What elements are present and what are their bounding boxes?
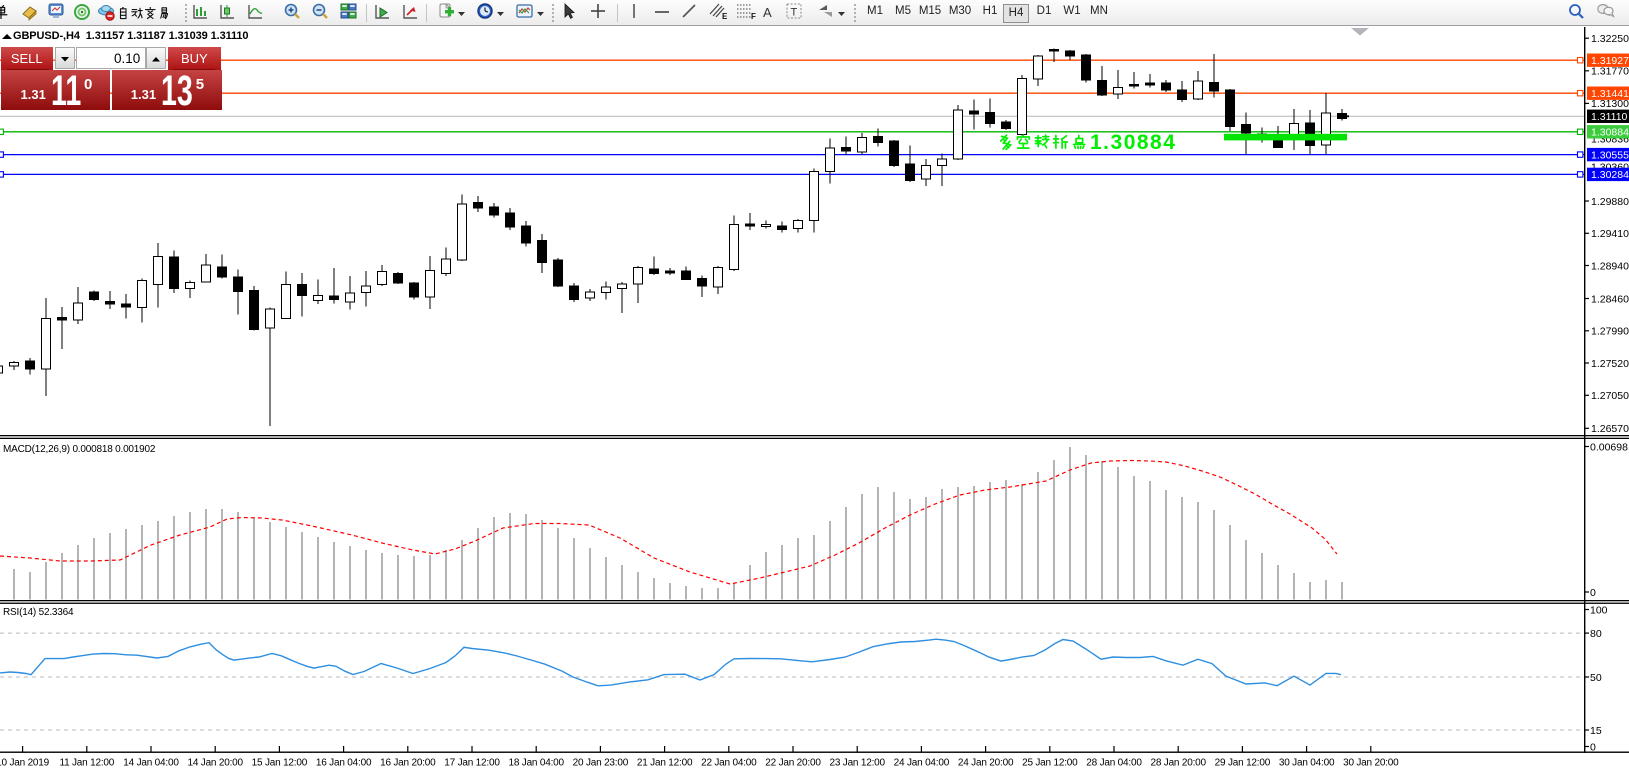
svg-text:17 Jan 12:00: 17 Jan 12:00 [444,758,500,769]
svg-text:1.28940: 1.28940 [1591,260,1629,272]
svg-text:22 Jan 20:00: 22 Jan 20:00 [765,758,821,769]
svg-text:16 Jan 04:00: 16 Jan 04:00 [316,758,372,769]
svg-text:21 Jan 12:00: 21 Jan 12:00 [637,758,693,769]
svg-text:1.31927: 1.31927 [1591,55,1629,67]
svg-text:14 Jan 20:00: 14 Jan 20:00 [187,758,243,769]
svg-text:1.32250: 1.32250 [1591,33,1629,45]
svg-text:10 Jan 2019: 10 Jan 2019 [0,758,50,769]
svg-text:1.29410: 1.29410 [1591,228,1629,240]
svg-text:28 Jan 20:00: 28 Jan 20:00 [1150,758,1206,769]
svg-text:0.00698: 0.00698 [1590,442,1628,454]
svg-text:1.27990: 1.27990 [1591,326,1629,338]
svg-text:1.29880: 1.29880 [1591,196,1629,208]
svg-text:1.31441: 1.31441 [1591,88,1629,100]
svg-text:16 Jan 20:00: 16 Jan 20:00 [380,758,436,769]
svg-text:28 Jan 04:00: 28 Jan 04:00 [1086,758,1142,769]
svg-text:22 Jan 04:00: 22 Jan 04:00 [701,758,757,769]
svg-text:30 Jan 04:00: 30 Jan 04:00 [1279,758,1335,769]
svg-text:1.27520: 1.27520 [1591,358,1629,370]
svg-text:18 Jan 04:00: 18 Jan 04:00 [508,758,564,769]
svg-text:50: 50 [1590,672,1602,684]
svg-text:0: 0 [1590,587,1596,599]
svg-text:1.31300: 1.31300 [1591,98,1629,110]
svg-text:T: T [791,7,798,19]
svg-text:1.28460: 1.28460 [1591,293,1629,305]
svg-text:1.30884: 1.30884 [1591,127,1629,139]
svg-text:15: 15 [1590,725,1602,737]
svg-text:1.27050: 1.27050 [1591,390,1629,402]
svg-text:1.26570: 1.26570 [1591,423,1629,435]
svg-text:80: 80 [1590,628,1602,640]
svg-text:1.31770: 1.31770 [1591,66,1629,78]
svg-text:1.30555: 1.30555 [1591,149,1629,161]
svg-text:RSI(14) 52.3364: RSI(14) 52.3364 [3,607,74,618]
svg-text:100: 100 [1590,605,1608,617]
svg-text:MACD(12,26,9) 0.000818 0.00190: MACD(12,26,9) 0.000818 0.001902 [3,444,156,455]
svg-text:15 Jan 12:00: 15 Jan 12:00 [252,758,308,769]
svg-text:11 Jan 12:00: 11 Jan 12:00 [59,758,114,769]
svg-text:30 Jan 20:00: 30 Jan 20:00 [1343,758,1399,769]
svg-text:1.31110: 1.31110 [1591,111,1628,123]
svg-text:20 Jan 23:00: 20 Jan 23:00 [573,758,629,769]
svg-text:1.30884: 1.30884 [1090,131,1176,154]
svg-text:14 Jan 04:00: 14 Jan 04:00 [123,758,179,769]
svg-text:1.30284: 1.30284 [1591,169,1629,181]
svg-text:25 Jan 12:00: 25 Jan 12:00 [1022,758,1078,769]
svg-text:23 Jan 12:00: 23 Jan 12:00 [829,758,885,769]
svg-text:24 Jan 04:00: 24 Jan 04:00 [894,758,950,769]
svg-text:24 Jan 20:00: 24 Jan 20:00 [958,758,1014,769]
svg-text:0: 0 [1590,742,1596,754]
svg-text:29 Jan 12:00: 29 Jan 12:00 [1215,758,1271,769]
